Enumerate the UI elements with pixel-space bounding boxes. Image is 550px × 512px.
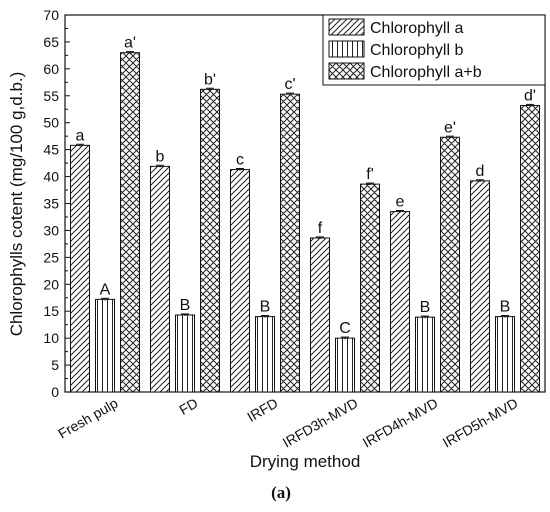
y-tick-label: 65 — [43, 34, 59, 50]
bar — [520, 104, 540, 393]
bar-significance-label: B — [420, 299, 431, 316]
bar — [360, 183, 380, 393]
y-axis-title: Chlorophylls cotent (mg/100 g,d.b.) — [7, 72, 26, 337]
bar — [150, 165, 170, 393]
bar — [200, 88, 220, 393]
bar — [95, 298, 115, 393]
bar-significance-label: B — [260, 299, 271, 316]
y-axis: 0 5 10 15 20 25 30 35 40 45 50 55 60 65 70 — [43, 7, 70, 400]
bars — [70, 51, 540, 393]
bar-significance-label: B — [500, 299, 511, 316]
bar — [255, 316, 275, 393]
y-tick-label: 10 — [43, 330, 59, 346]
bar — [230, 169, 250, 393]
x-axis-title: Drying method — [250, 452, 361, 471]
y-tick-label: 5 — [51, 357, 59, 373]
legend-label: Chlorophyll a+b — [370, 64, 482, 81]
legend-swatch — [328, 62, 365, 80]
bar-significance-label: f — [318, 220, 323, 237]
bar-significance-label: a — [76, 127, 85, 144]
bar-significance-label: c' — [284, 76, 295, 93]
y-tick-label: 30 — [43, 222, 59, 238]
y-tick-label: 60 — [43, 61, 59, 77]
y-tick-label: 50 — [43, 115, 59, 131]
y-tick-label: 15 — [43, 303, 59, 319]
x-tick-label: IRFD3h-MVD — [280, 395, 361, 451]
bar-significance-label: e' — [444, 119, 456, 136]
x-tick-label: FD — [176, 395, 200, 418]
bar — [335, 337, 355, 393]
y-tick-label: 35 — [43, 196, 59, 212]
bar-significance-label: d' — [524, 87, 536, 104]
bar-significance-label: B — [180, 297, 191, 314]
x-tick-label: IRFD4h-MVD — [360, 395, 441, 451]
bar — [70, 144, 90, 393]
x-tick-label: IRFD5h-MVD — [440, 395, 521, 451]
bar — [440, 136, 460, 393]
y-tick-label: 40 — [43, 169, 59, 185]
panel-label: (a) — [271, 483, 291, 502]
bar — [415, 316, 435, 393]
bar-significance-label: d — [476, 163, 485, 180]
bar-significance-label: f' — [366, 166, 374, 183]
bar — [280, 93, 300, 393]
legend-label: Chlorophyll a — [370, 20, 463, 37]
y-tick-label: 70 — [43, 7, 59, 23]
y-tick-label: 20 — [43, 276, 59, 292]
x-tick-label: IRFD — [244, 395, 280, 425]
bar — [310, 237, 330, 393]
bar-significance-label: e — [396, 194, 405, 211]
bar-significance-label: c — [236, 152, 244, 169]
y-tick-label: 25 — [43, 249, 59, 265]
bar-significance-label: b — [156, 148, 165, 165]
bar — [390, 211, 410, 393]
y-tick-label: 45 — [43, 142, 59, 158]
legend-label: Chlorophyll b — [370, 42, 463, 59]
legend-swatch — [328, 18, 365, 36]
legend: Chlorophyll a Chlorophyll b Chlorophyll a+… — [322, 14, 546, 86]
bar-significance-labels: a Aa' b Bb' c Bc' f Cf' e Be' d Bd' — [76, 35, 536, 337]
bar-significance-label: b' — [204, 71, 216, 88]
x-tick-label: Fresh pulp — [55, 395, 120, 442]
bar — [120, 52, 140, 393]
x-axis: Fresh pulp FD IRFD IRFD3h-MVD IRFD4h-MVD IRFD… — [55, 387, 521, 451]
bar — [175, 314, 195, 393]
legend-swatch — [328, 40, 365, 58]
bar-significance-label: C — [339, 320, 351, 337]
bar — [470, 180, 490, 393]
y-tick-label: 55 — [43, 88, 59, 104]
bar-significance-label: A — [100, 281, 111, 298]
bar-significance-label: a' — [124, 35, 136, 52]
y-tick-label: 0 — [51, 384, 59, 400]
bar — [495, 316, 515, 393]
